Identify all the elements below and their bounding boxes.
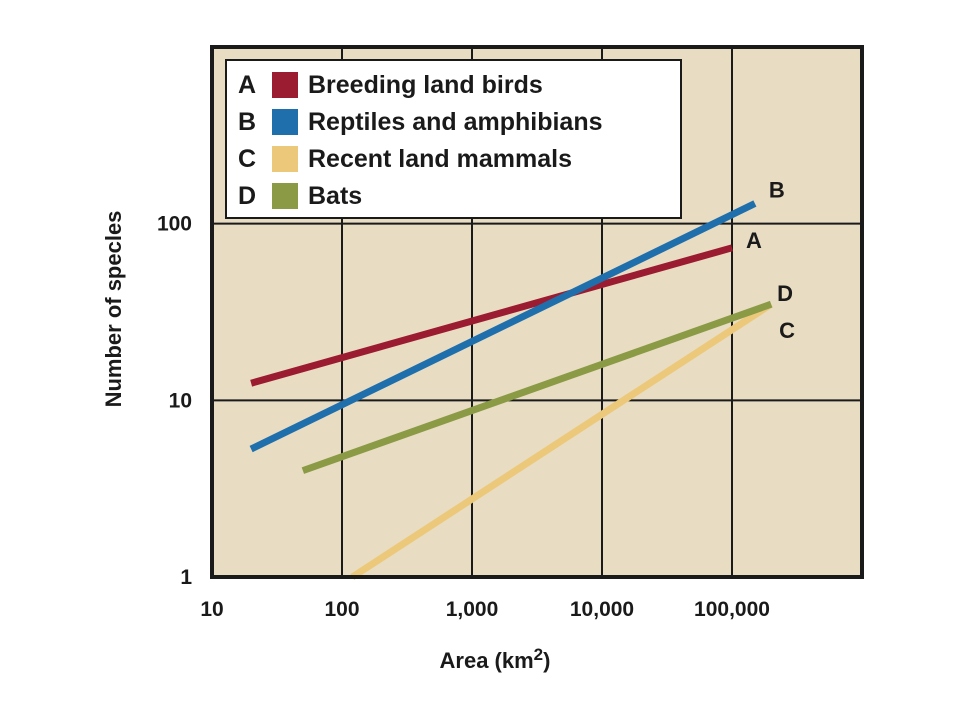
series-line-d — [301, 300, 773, 474]
legend-series-name: Recent land mammals — [308, 145, 572, 173]
x-tick-label: 100,000 — [694, 598, 770, 621]
legend-series-name: Breeding land birds — [308, 71, 543, 99]
legend-swatch — [272, 146, 298, 172]
legend-swatch — [272, 109, 298, 135]
y-tick-label: 1 — [180, 566, 192, 589]
legend-key-letter: D — [238, 182, 256, 210]
series-line-c — [350, 301, 774, 580]
series-line-a — [250, 244, 733, 387]
legend-key-letter: C — [238, 145, 256, 173]
legend: A Breeding land birds B Reptiles and amphib… — [225, 59, 682, 219]
legend-key-letter: B — [238, 108, 256, 136]
x-tick-labels: 10 100 1,000 10,000 100,000 — [200, 598, 770, 621]
legend-box — [225, 59, 682, 219]
x-axis-title-superscript: 2 — [534, 645, 543, 664]
legend-key-letter: A — [238, 71, 256, 99]
x-tick-label: 1,000 — [446, 598, 499, 621]
x-tick-label: 10 — [200, 598, 223, 621]
series-end-labels: AB CD — [746, 178, 795, 344]
series-lines — [249, 200, 774, 580]
y-tick-labels: 1 10 100 — [157, 213, 192, 589]
series-end-label-d: D — [777, 281, 793, 306]
x-tick-label: 10,000 — [570, 598, 634, 621]
legend-series-name: Bats — [308, 182, 362, 210]
y-axis-title: Number of specles — [101, 211, 126, 408]
series-line-b — [249, 200, 757, 453]
x-tick-label: 100 — [324, 598, 359, 621]
legend-items: A Breeding land birds B Reptiles and amphib… — [238, 71, 603, 210]
plot-frame — [210, 45, 864, 579]
y-tick-label: 10 — [169, 389, 192, 412]
y-tick-label: 100 — [157, 213, 192, 236]
legend-swatch — [272, 183, 298, 209]
series-end-label-c: C — [779, 318, 795, 343]
series-end-label-b: B — [769, 178, 785, 203]
series-end-label-a: A — [746, 228, 762, 253]
legend-series-name: Reptiles and amphibians — [308, 108, 603, 136]
x-axis-title: Area (km2) — [440, 645, 551, 673]
legend-swatch — [272, 72, 298, 98]
